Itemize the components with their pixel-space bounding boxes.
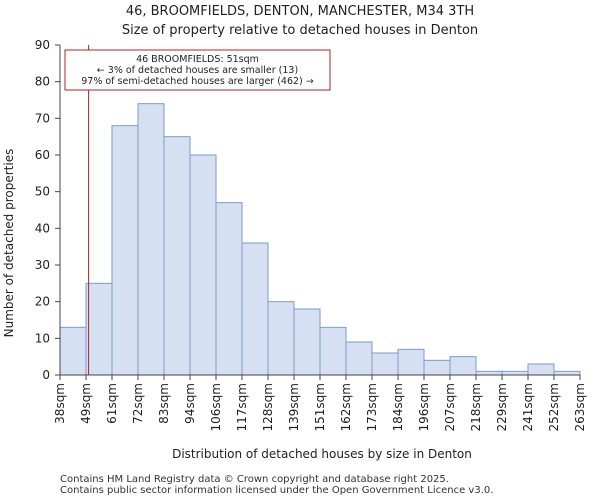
- bar: [345, 341, 373, 376]
- x-tick-label: 207sqm: [443, 383, 457, 431]
- x-tick-label: 117sqm: [235, 383, 249, 431]
- bar: [137, 103, 165, 376]
- annotation-group: 46 BROOMFIELDS: 51sqm← 3% of detached ho…: [64, 45, 331, 375]
- annotation-text: 97% of semi-detached houses are larger (…: [81, 76, 314, 87]
- x-axis-label: Distribution of detached houses by size …: [172, 447, 472, 461]
- x-tick-label: 184sqm: [391, 383, 405, 431]
- annotation-text: 46 BROOMFIELDS: 51sqm: [136, 54, 259, 65]
- x-tick-label: 162sqm: [339, 383, 353, 431]
- y-tick-label: 10: [35, 331, 50, 345]
- x-tick-label: 83sqm: [157, 383, 171, 424]
- bar: [85, 282, 113, 376]
- x-axis: 38sqm 49sqm 61sqm 72sqm 83sqm 94sqm 106sqm 117s…: [53, 374, 587, 431]
- x-tick-label: 229sqm: [495, 383, 509, 431]
- y-tick-label: 90: [35, 38, 50, 52]
- bar: [501, 370, 529, 376]
- bar: [215, 202, 243, 376]
- annotation-box: [64, 49, 331, 91]
- bar: [163, 136, 191, 376]
- x-tick-label: 38sqm: [53, 383, 67, 424]
- annotation-text: ← 3% of detached houses are smaller (13): [97, 65, 298, 76]
- bar: [475, 370, 503, 376]
- x-tick-label: 49sqm: [79, 383, 93, 424]
- bar: [371, 352, 399, 376]
- x-tick-label: 128sqm: [261, 383, 275, 431]
- y-tick-label: 60: [35, 148, 50, 162]
- chart-subtitle: Size of property relative to detached ho…: [121, 23, 479, 38]
- x-tick-label: 139sqm: [287, 383, 301, 431]
- x-tick-label: 263sqm: [573, 383, 587, 431]
- y-tick-label: 70: [35, 111, 50, 125]
- y-tick-label: 80: [35, 75, 50, 89]
- bar: [527, 363, 555, 376]
- x-tick-label: 106sqm: [209, 383, 223, 431]
- x-tick-label: 151sqm: [313, 383, 327, 431]
- y-tick-label: 20: [35, 295, 50, 309]
- bar: [293, 308, 321, 376]
- bar: [241, 242, 269, 376]
- x-tick-label: 252sqm: [547, 383, 561, 431]
- bar: [423, 359, 451, 376]
- bar: [553, 370, 581, 376]
- bar: [319, 326, 347, 376]
- bar: [111, 125, 139, 376]
- y-tick-label: 50: [35, 185, 50, 199]
- bar: [267, 301, 295, 376]
- bars-group: [59, 103, 581, 376]
- x-tick-label: 196sqm: [417, 383, 431, 431]
- x-tick-label: 72sqm: [131, 383, 145, 424]
- y-tick-label: 40: [35, 221, 50, 235]
- bar: [59, 326, 87, 376]
- bar: [397, 348, 425, 376]
- x-tick-label: 61sqm: [105, 383, 119, 424]
- y-axis: 0 10 20 30 40 50 60 70 80 90: [35, 38, 61, 382]
- bar: [449, 356, 477, 376]
- x-tick-label: 94sqm: [183, 383, 197, 424]
- chart-title: 46, BROOMFIELDS, DENTON, MANCHESTER, M34…: [125, 4, 475, 19]
- y-tick-label: 0: [42, 368, 50, 382]
- x-tick-label: 173sqm: [365, 383, 379, 431]
- bar: [189, 154, 217, 376]
- chart-title-block: 46, BROOMFIELDS, DENTON, MANCHESTER, M34…: [0, 2, 600, 40]
- x-tick-label: 218sqm: [469, 383, 483, 431]
- y-axis-label: Number of detached properties: [2, 149, 16, 338]
- footer-line-2: Contains public sector information licen…: [60, 485, 494, 496]
- footer-line-1: Contains HM Land Registry data © Crown c…: [60, 474, 449, 485]
- y-tick-label: 30: [35, 258, 50, 272]
- x-tick-label: 241sqm: [521, 383, 535, 431]
